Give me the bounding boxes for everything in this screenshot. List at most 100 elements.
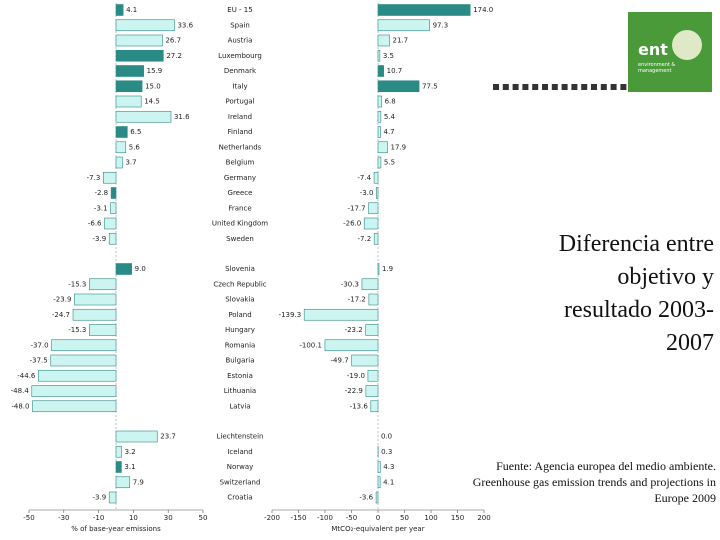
- category-label: Estonia: [227, 372, 253, 380]
- separator-square: [620, 84, 627, 90]
- bar: [376, 187, 379, 199]
- x-tick-label: -30: [58, 514, 69, 522]
- separator-square: [522, 84, 529, 90]
- value-label: -22.9: [345, 387, 363, 395]
- x-tick-label: 50: [400, 514, 409, 522]
- bar: [375, 491, 379, 504]
- value-label: 1.9: [382, 265, 393, 273]
- bar: [377, 65, 384, 77]
- bar: [115, 476, 131, 489]
- bar: [115, 110, 172, 123]
- category-label: Luxembourg: [218, 52, 262, 60]
- x-tick-label: -50: [346, 514, 357, 522]
- value-label: -30.3: [341, 280, 359, 288]
- category-label: EU - 15: [227, 6, 252, 14]
- category-label: Sweden: [226, 235, 254, 243]
- bar: [102, 171, 117, 184]
- bar: [377, 19, 430, 32]
- value-label: -100.1: [299, 341, 322, 349]
- separator-square: [551, 84, 558, 90]
- value-label: -44.6: [17, 372, 36, 380]
- value-label: 4.3: [383, 463, 394, 471]
- bar: [377, 80, 420, 93]
- bar: [108, 232, 117, 245]
- category-label: Switzerland: [220, 478, 261, 486]
- bar: [303, 308, 379, 321]
- bar: [108, 491, 117, 504]
- bar: [104, 217, 117, 230]
- bar: [115, 4, 124, 16]
- value-label: 4.7: [383, 128, 394, 136]
- bar: [377, 141, 388, 154]
- category-label: Slovakia: [225, 296, 254, 304]
- bar: [110, 187, 117, 199]
- logo-name: ent: [638, 40, 668, 59]
- x-tick-label: 200: [477, 514, 490, 522]
- separator-square: [561, 84, 568, 90]
- category-label: Austria: [228, 37, 253, 45]
- category-label: Poland: [228, 311, 251, 319]
- bar: [115, 430, 158, 443]
- x-tick-label: -150: [291, 514, 307, 522]
- category-label: Spain: [230, 21, 250, 29]
- bar: [72, 308, 117, 321]
- value-label: 77.5: [422, 82, 438, 90]
- bar: [351, 354, 379, 367]
- category-label: Norway: [227, 463, 254, 471]
- value-label: -7.4: [357, 174, 371, 182]
- value-label: -49.7: [331, 357, 349, 365]
- separator-square: [571, 84, 578, 90]
- x-axis-title: % of base-year emissions: [71, 525, 161, 533]
- bar: [377, 4, 471, 16]
- bar: [50, 354, 117, 367]
- bar: [38, 369, 117, 382]
- category-label: Germany: [224, 174, 256, 182]
- value-label: -26.0: [343, 220, 361, 228]
- bar: [373, 171, 379, 184]
- value-label: -23.2: [345, 326, 363, 334]
- value-label: -6.6: [88, 220, 102, 228]
- category-label: France: [228, 204, 251, 212]
- bar: [115, 49, 164, 62]
- category-label: Belgium: [226, 159, 255, 167]
- bar: [377, 461, 381, 473]
- x-tick-label: 30: [164, 514, 173, 522]
- value-label: 9.0: [135, 265, 146, 273]
- value-label: 15.9: [147, 67, 163, 75]
- bar: [115, 65, 144, 77]
- bar: [115, 19, 175, 32]
- value-label: 5.6: [129, 143, 141, 151]
- bar: [373, 232, 379, 245]
- category-label: Ireland: [228, 113, 252, 121]
- value-label: 0.0: [381, 433, 392, 441]
- value-label: -13.6: [350, 402, 369, 410]
- bar: [74, 293, 117, 306]
- x-axis-title: MtCO₂-equivalent per year: [331, 525, 424, 533]
- bar: [377, 126, 381, 138]
- bar: [324, 339, 379, 352]
- value-label: 15.0: [145, 82, 161, 90]
- value-label: -3.6: [359, 494, 373, 502]
- category-label: Lithuania: [224, 387, 256, 395]
- category-label: Netherlands: [219, 143, 262, 151]
- category-label: Slovenia: [225, 265, 255, 273]
- bar: [377, 95, 382, 108]
- bar: [365, 324, 379, 336]
- value-label: -3.1: [94, 204, 108, 212]
- value-label: -15.3: [68, 326, 86, 334]
- value-label: 5.5: [384, 159, 395, 167]
- value-label: -17.7: [347, 204, 365, 212]
- separator-square: [542, 84, 548, 90]
- value-label: -2.8: [94, 189, 108, 197]
- separator-square: [493, 84, 499, 90]
- category-label: United Kingdom: [212, 220, 268, 228]
- x-tick-label: 150: [451, 514, 464, 522]
- category-label: Bulgaria: [225, 357, 254, 365]
- value-label: -3.0: [360, 189, 374, 197]
- category-label: Latvia: [229, 402, 250, 410]
- value-label: -7.2: [358, 235, 372, 243]
- category-label: Portugal: [226, 98, 255, 106]
- separator-square: [502, 84, 509, 90]
- value-label: 7.9: [133, 478, 144, 486]
